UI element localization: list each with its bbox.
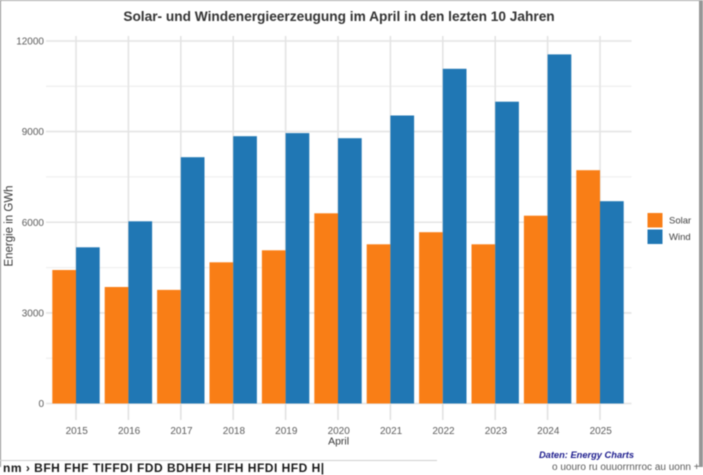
- svg-text:6000: 6000: [22, 218, 45, 229]
- svg-text:Wind: Wind: [669, 232, 691, 243]
- svg-text:2025: 2025: [590, 426, 613, 437]
- svg-text:2024: 2024: [537, 426, 560, 437]
- svg-text:2020: 2020: [328, 426, 351, 437]
- svg-text:April: April: [328, 436, 349, 448]
- svg-text:Solar- und Windenergieerzeugun: Solar- und Windenergieerzeugung im April…: [123, 9, 554, 24]
- svg-text:2021: 2021: [380, 426, 403, 437]
- svg-text:2015: 2015: [66, 426, 89, 437]
- svg-text:9000: 9000: [22, 127, 45, 138]
- svg-text:12000: 12000: [16, 37, 44, 48]
- svg-text:Solar: Solar: [669, 216, 691, 227]
- svg-text:0: 0: [38, 399, 44, 410]
- svg-text:2023: 2023: [485, 426, 508, 437]
- svg-text:3000: 3000: [22, 309, 45, 320]
- svg-text:Energie in GWh: Energie in GWh: [4, 185, 16, 266]
- svg-text:2017: 2017: [170, 426, 193, 437]
- svg-text:2016: 2016: [118, 426, 141, 437]
- svg-text:2018: 2018: [223, 426, 246, 437]
- svg-text:Daten: Energy Charts: Daten: Energy Charts: [539, 450, 634, 460]
- svg-text:2022: 2022: [432, 426, 455, 437]
- svg-text:2019: 2019: [275, 426, 298, 437]
